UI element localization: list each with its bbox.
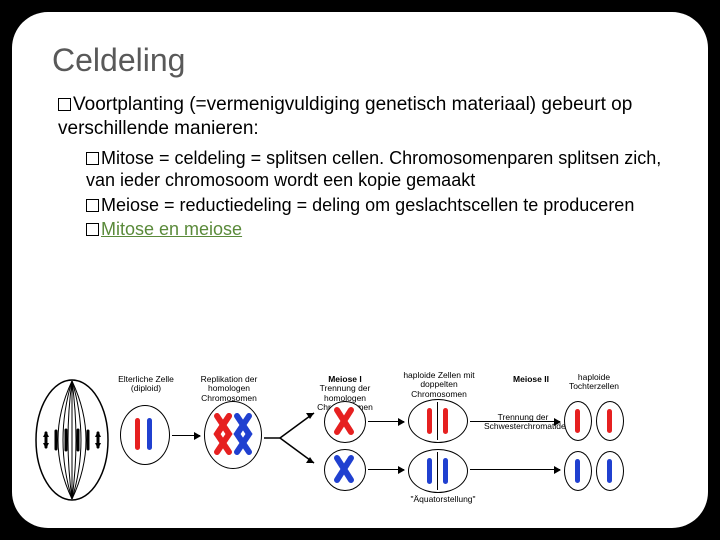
x-chroms-icon — [205, 402, 259, 466]
sub-bullet-link: Mitose en meiose — [86, 218, 668, 241]
slide-title: Celdeling — [52, 42, 668, 79]
chromatid-blue — [427, 458, 432, 484]
label-equator: "Äquatorstellung" — [408, 495, 478, 504]
arrow-icon — [470, 421, 560, 422]
sub-bullet-list: Mitose = celdeling = splitsen cellen. Ch… — [86, 147, 668, 241]
sub-bullet-mitose: Mitose = celdeling = splitsen cellen. Ch… — [86, 147, 668, 192]
chrom-blue — [147, 418, 152, 450]
main-bullet: Voortplanting (=vermenigvuldiging geneti… — [58, 93, 668, 141]
chromatid-blue — [607, 459, 612, 483]
meta-cell-red — [408, 399, 468, 443]
label-sister-sep: Trennung der Schwesterchromatiden — [484, 413, 562, 432]
daughter-cell — [596, 401, 624, 441]
sub-bullet-meiose: Meiose = reductiedeling = deling om gesl… — [86, 194, 668, 217]
haploid-cell-red — [324, 401, 366, 443]
x-chrom-red-icon — [325, 402, 363, 440]
sub-point-mitose-text: Mitose = celdeling = splitsen cellen. Ch… — [86, 148, 661, 191]
meta-cell-blue — [408, 449, 468, 493]
bullet-box-icon — [58, 98, 71, 111]
chromatid-red — [575, 409, 580, 433]
arrow-icon — [470, 469, 560, 470]
arrow-icon — [368, 469, 404, 470]
bullet-box-icon — [86, 199, 99, 212]
chromatid-red — [427, 408, 432, 434]
diagram-row: Elterliche Zelle (diploid) Replikation d… — [32, 370, 688, 510]
equator-line — [437, 402, 438, 440]
chromatid-red — [607, 409, 612, 433]
bullet-box-icon — [86, 223, 99, 236]
parent-cell — [120, 405, 170, 465]
label-stage2: Replikation der homologen Chromosomen — [194, 375, 264, 403]
equator-line — [437, 452, 438, 490]
arrow-icon — [368, 421, 404, 422]
label-daughter: haploide Tochterzellen — [566, 373, 622, 392]
spindle-icon — [32, 375, 112, 505]
bullet-box-icon — [86, 152, 99, 165]
label-meiose2: Meiose II — [506, 375, 556, 384]
daughter-cell — [564, 401, 592, 441]
chromatid-blue — [443, 458, 448, 484]
chromatid-blue — [575, 459, 580, 483]
label-stage1: Elterliche Zelle (diploid) — [116, 375, 176, 394]
split-arrow-icon — [262, 403, 322, 473]
label-haploid-doubled: haploide Zellen mit doppelten Chromosome… — [394, 371, 484, 399]
replicated-cell — [204, 401, 262, 469]
arrow-icon — [172, 435, 200, 436]
meiosis-diagram: Elterliche Zelle (diploid) Replikation d… — [112, 375, 688, 505]
chromatid-red — [443, 408, 448, 434]
slide-card: Celdeling Voortplanting (=vermenigvuldig… — [12, 12, 708, 528]
x-chrom-blue-icon — [325, 450, 363, 488]
haploid-cell-blue — [324, 449, 366, 491]
mitose-meiose-link[interactable]: Mitose en meiose — [101, 219, 242, 239]
main-point-text: Voortplanting (=vermenigvuldiging geneti… — [58, 94, 632, 139]
chrom-red — [135, 418, 140, 450]
daughter-cell — [596, 451, 624, 491]
daughter-cell — [564, 451, 592, 491]
sub-point-meiose-text: Meiose = reductiedeling = deling om gesl… — [101, 195, 634, 215]
